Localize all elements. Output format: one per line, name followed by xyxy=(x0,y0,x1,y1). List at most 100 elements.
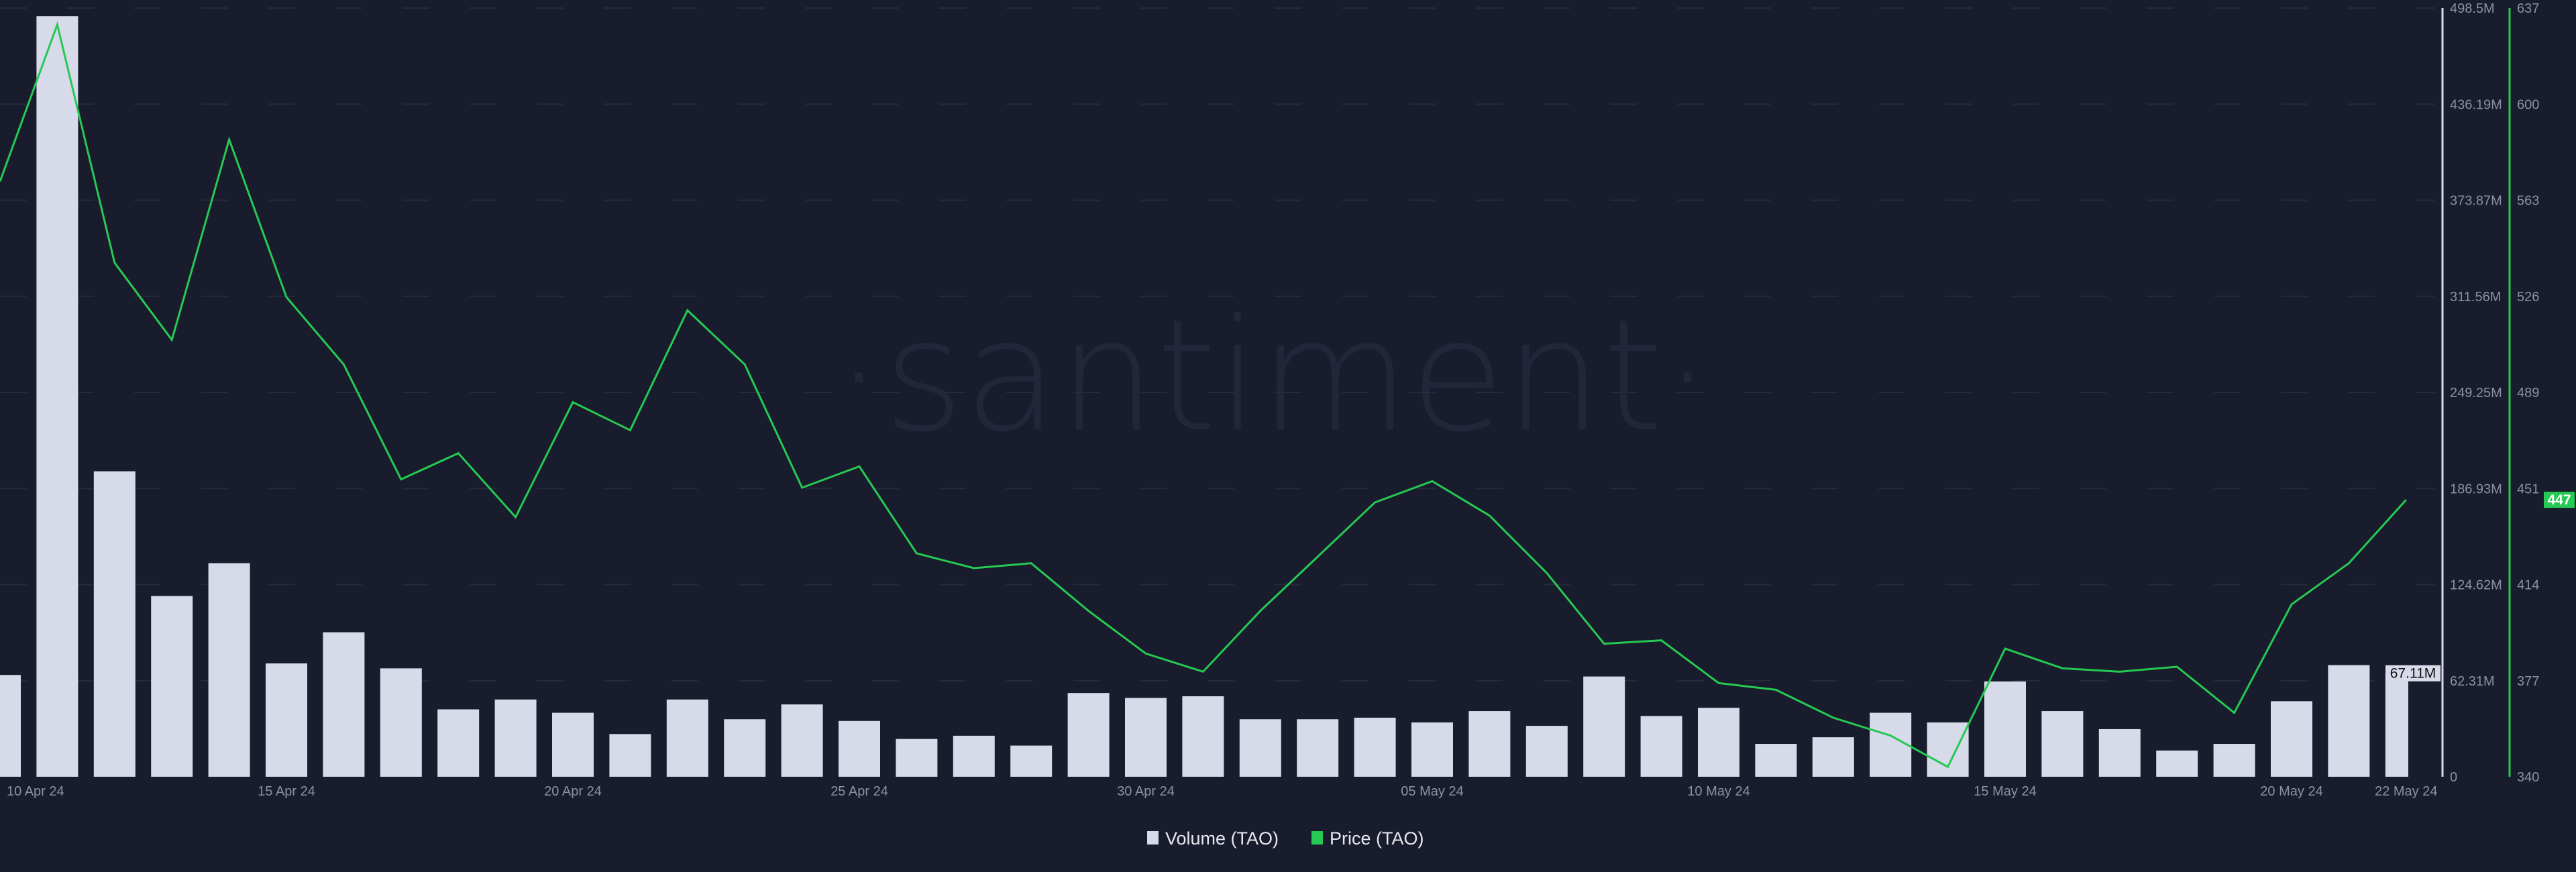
volume-bar[interactable] xyxy=(208,563,250,777)
volume-bar[interactable] xyxy=(1010,745,1053,777)
volume-bar[interactable] xyxy=(1984,681,2026,777)
price-point[interactable] xyxy=(1086,608,1091,614)
volume-bar[interactable] xyxy=(380,668,422,777)
price-point[interactable] xyxy=(1888,733,1893,739)
volume-bar[interactable] xyxy=(2385,673,2408,777)
volume-bar[interactable] xyxy=(1870,712,1912,777)
price-point[interactable] xyxy=(1258,608,1263,614)
volume-bar[interactable] xyxy=(1812,737,1854,777)
price-point[interactable] xyxy=(1601,641,1607,647)
volume-bar[interactable] xyxy=(1698,708,1739,777)
price-point[interactable] xyxy=(0,179,3,184)
volume-bar[interactable] xyxy=(2328,665,2370,777)
price-tick-label: 451 xyxy=(2517,482,2539,496)
volume-bar[interactable] xyxy=(437,709,480,777)
price-point[interactable] xyxy=(169,337,174,343)
volume-bar[interactable] xyxy=(2156,750,2198,777)
legend: Volume (TAO) Price (TAO) xyxy=(1147,828,1424,849)
volume-axis-ticks: 0 62.31M 124.62M 186.93M 249.25M 311.56M 373.8… xyxy=(2450,1,2502,785)
volume-bar[interactable] xyxy=(1239,719,1281,777)
price-point[interactable] xyxy=(1200,669,1205,674)
price-point[interactable] xyxy=(227,137,232,142)
volume-bar[interactable] xyxy=(1468,711,1511,777)
price-tick-label: 340 xyxy=(2517,770,2539,785)
volume-bar[interactable] xyxy=(609,734,651,777)
volume-bar[interactable] xyxy=(839,720,880,777)
price-point[interactable] xyxy=(914,551,919,556)
price-point[interactable] xyxy=(627,427,633,433)
price-tick-label: 563 xyxy=(2517,194,2539,209)
price-axis-ticks: 340 377 414 451 489 526 563 600 637 xyxy=(2517,1,2539,785)
volume-bar[interactable] xyxy=(0,675,21,777)
volume-bar[interactable] xyxy=(1583,676,1625,777)
volume-bar[interactable] xyxy=(2271,701,2312,777)
price-point[interactable] xyxy=(1544,570,1550,576)
volume-bar[interactable] xyxy=(1182,696,1224,777)
price-point[interactable] xyxy=(1028,561,1034,566)
price-point[interactable] xyxy=(1487,513,1492,519)
price-point[interactable] xyxy=(857,464,862,469)
legend-volume-label[interactable]: Volume (TAO) xyxy=(1165,828,1279,849)
volume-bar[interactable] xyxy=(2098,728,2141,777)
date-label: 05 May 24 xyxy=(1401,784,1463,799)
price-point[interactable] xyxy=(1831,715,1836,720)
price-point[interactable] xyxy=(284,294,289,300)
volume-bar[interactable] xyxy=(1640,716,1682,777)
volume-bar[interactable] xyxy=(1067,693,1110,777)
price-point[interactable] xyxy=(1659,638,1664,643)
price-point[interactable] xyxy=(2117,669,2123,674)
price-point[interactable] xyxy=(1143,651,1148,656)
price-point[interactable] xyxy=(742,362,747,367)
volume-bar[interactable] xyxy=(552,712,594,777)
volume-bar[interactable] xyxy=(151,596,193,777)
price-point[interactable] xyxy=(800,485,805,490)
volume-bar[interactable] xyxy=(266,663,307,777)
volume-bar[interactable] xyxy=(1297,719,1339,777)
price-point[interactable] xyxy=(1945,764,1951,769)
price-point[interactable] xyxy=(1373,500,1378,505)
volume-bar[interactable] xyxy=(494,699,537,777)
price-point[interactable] xyxy=(1430,478,1435,484)
volume-bar[interactable] xyxy=(666,699,708,777)
price-point[interactable] xyxy=(685,308,690,313)
volume-bar[interactable] xyxy=(953,735,995,777)
volume-bar[interactable] xyxy=(1525,726,1568,777)
price-point[interactable] xyxy=(2174,664,2180,669)
price-point[interactable] xyxy=(2289,602,2294,607)
volume-bar[interactable] xyxy=(1125,698,1167,777)
x-axis-date-labels: 10 Apr 24 15 Apr 24 20 Apr 24 25 Apr 24 30 A… xyxy=(7,784,2437,799)
volume-bar[interactable] xyxy=(896,739,938,777)
volume-bar[interactable] xyxy=(781,704,823,777)
price-point[interactable] xyxy=(2346,561,2351,566)
price-point[interactable] xyxy=(398,477,404,482)
legend-price-label[interactable]: Price (TAO) xyxy=(1330,828,1424,849)
price-point[interactable] xyxy=(2002,646,2008,651)
date-label: 15 May 24 xyxy=(1974,784,2036,799)
volume-bar[interactable] xyxy=(1411,722,1453,777)
date-label: 20 Apr 24 xyxy=(544,784,602,799)
volume-bar[interactable] xyxy=(1354,717,1396,777)
volume-bar[interactable] xyxy=(724,719,766,777)
volume-bar[interactable] xyxy=(1755,744,1797,777)
price-point[interactable] xyxy=(1716,680,1721,686)
price-point[interactable] xyxy=(2232,710,2237,716)
price-point[interactable] xyxy=(455,451,461,456)
volume-bar[interactable] xyxy=(36,16,78,777)
price-point[interactable] xyxy=(341,362,346,367)
volume-bar[interactable] xyxy=(93,471,136,777)
price-point[interactable] xyxy=(1315,554,1320,559)
volume-bar[interactable] xyxy=(2213,744,2255,777)
price-point[interactable] xyxy=(2404,497,2409,502)
price-point[interactable] xyxy=(971,565,977,571)
price-point[interactable] xyxy=(112,260,117,266)
price-point[interactable] xyxy=(513,514,519,520)
volume-bar[interactable] xyxy=(323,632,365,777)
volume-bar[interactable] xyxy=(2041,711,2084,777)
volume-tick-label: 249.25M xyxy=(2450,386,2502,400)
price-point[interactable] xyxy=(2059,665,2065,671)
volume-tick-label: 0 xyxy=(2450,770,2457,785)
price-point[interactable] xyxy=(1773,687,1778,692)
legend-price-swatch xyxy=(1311,831,1323,844)
price-point[interactable] xyxy=(54,22,60,28)
price-point[interactable] xyxy=(570,400,576,405)
